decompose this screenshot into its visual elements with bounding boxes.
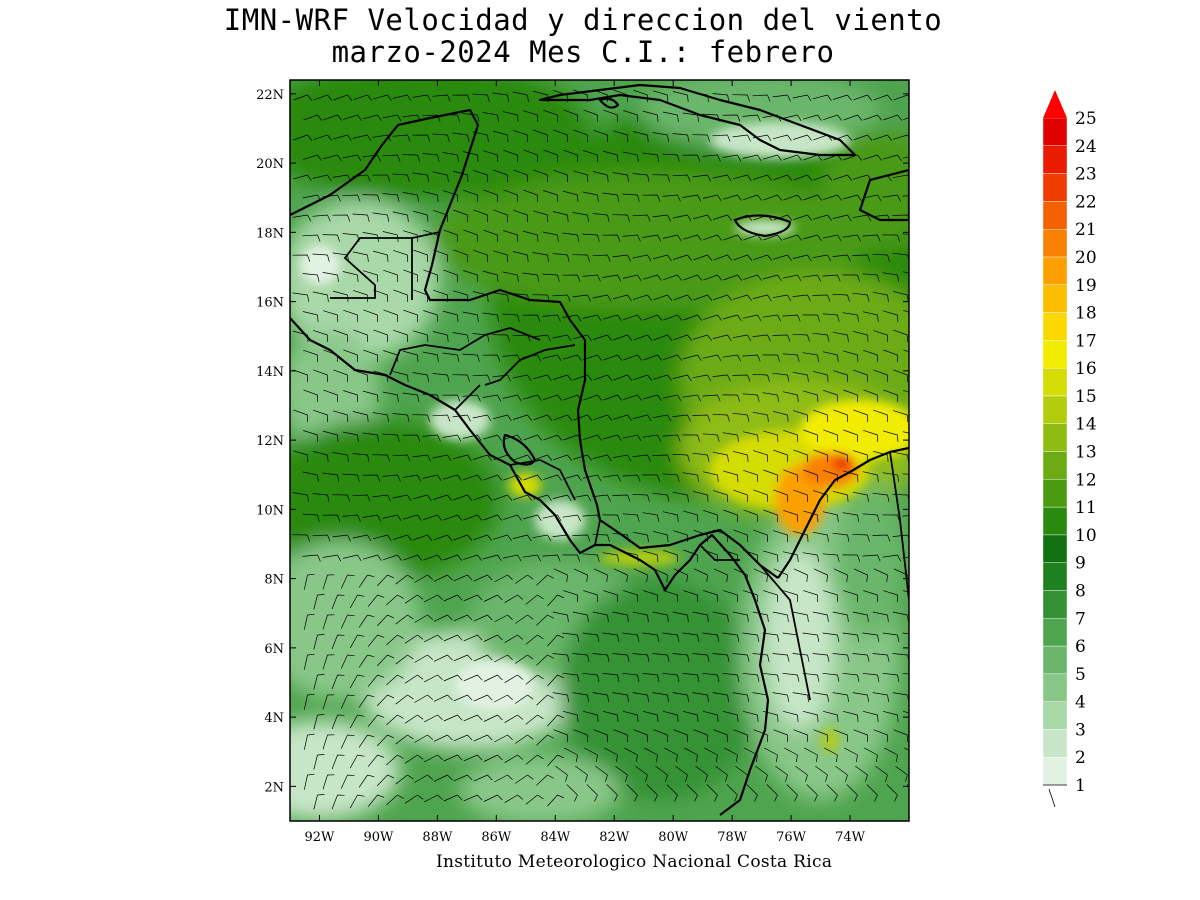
- colorbar-swatch: [1042, 423, 1068, 452]
- colorbar-label: 3: [1075, 720, 1086, 740]
- lon-tick-label: 92W: [305, 830, 336, 845]
- lon-tick-label: 86W: [481, 830, 512, 845]
- colorbar-label: 20: [1075, 248, 1097, 268]
- country-borders: [330, 231, 909, 701]
- colorbar-swatch: [1042, 506, 1068, 536]
- lat-tick-label: 12N: [256, 434, 284, 449]
- colorbar-label: 11: [1075, 498, 1097, 518]
- colorbar-label: 17: [1075, 331, 1097, 351]
- colorbar-label: 23: [1075, 165, 1097, 185]
- lon-tick-label: 88W: [422, 830, 453, 845]
- colorbar-label: 8: [1075, 581, 1086, 601]
- colorbar-swatch: [1042, 701, 1068, 730]
- lat-tick-label: 10N: [256, 503, 284, 518]
- credit-text: Instituto Meteorologico Nacional Costa R…: [436, 852, 833, 872]
- lon-tick-label: 74W: [835, 830, 866, 845]
- colorbar-label: 5: [1075, 665, 1086, 685]
- colorbar-label: 13: [1075, 443, 1097, 463]
- colorbar-swatch: [1042, 145, 1068, 174]
- colorbar-swatch: [1042, 340, 1068, 369]
- colorbar-label: 9: [1075, 554, 1086, 574]
- lon-tick-label: 82W: [599, 830, 630, 845]
- colorbar-swatch: [1042, 367, 1068, 397]
- colorbar-label: 4: [1075, 693, 1086, 713]
- colorbar-label: 25: [1075, 109, 1097, 129]
- colorbar-swatch: [1042, 590, 1068, 619]
- lon-tick-label: 90W: [363, 830, 394, 845]
- colorbar-over-arrow: [1043, 90, 1067, 118]
- colorbar-label: 21: [1075, 220, 1097, 240]
- colorbar-swatch: [1042, 757, 1068, 786]
- colorbar-swatch: [1042, 395, 1068, 424]
- map-title: IMN-WRF Velocidad y direccion del viento: [223, 3, 943, 37]
- colorbar-label: 10: [1075, 526, 1097, 546]
- colorbar-label: 22: [1075, 192, 1097, 212]
- colorbar-swatch: [1042, 645, 1068, 675]
- lat-tick-label: 16N: [256, 296, 284, 311]
- wind-barbs: [292, 89, 909, 810]
- colorbar-swatch: [1042, 729, 1068, 758]
- colorbar-swatch: [1042, 256, 1068, 285]
- colorbar-label: 16: [1075, 359, 1097, 379]
- lat-tick-label: 8N: [264, 573, 284, 588]
- colorbar-label: 2: [1075, 748, 1086, 768]
- lat-tick-label: 4N: [264, 711, 284, 726]
- lon-tick-label: 78W: [717, 830, 748, 845]
- colorbar-label: 19: [1075, 276, 1097, 296]
- colorbar-label: 12: [1075, 470, 1097, 490]
- colorbar-swatch: [1042, 618, 1068, 647]
- coastlines: [290, 83, 909, 816]
- colorbar-label: 14: [1075, 415, 1097, 435]
- colorbar-label: 6: [1075, 637, 1086, 657]
- lat-tick-label: 22N: [256, 88, 284, 103]
- wind-speed-field: [290, 80, 909, 821]
- colorbar-swatch: [1042, 479, 1068, 508]
- lon-tick-label: 76W: [776, 830, 807, 845]
- colorbar-swatch: [1042, 451, 1068, 480]
- colorbar: 1234567891011121314151617181920212223242…: [1042, 90, 1097, 808]
- lat-tick-label: 18N: [256, 226, 284, 241]
- colorbar-swatch: [1042, 673, 1068, 702]
- colorbar-swatch: [1042, 284, 1068, 313]
- lat-tick-label: 20N: [256, 157, 284, 172]
- colorbar-swatch: [1042, 534, 1068, 563]
- lon-tick-label: 80W: [658, 830, 689, 845]
- colorbar-label: 24: [1075, 137, 1097, 157]
- colorbar-label: 1: [1075, 776, 1086, 796]
- colorbar-swatch: [1042, 117, 1068, 146]
- colorbar-swatch: [1042, 228, 1068, 258]
- map-subtitle: marzo-2024 Mes C.I.: febrero: [331, 35, 835, 69]
- colorbar-label: 18: [1075, 304, 1097, 324]
- colorbar-swatch: [1042, 562, 1068, 591]
- colorbar-swatch: [1042, 312, 1068, 341]
- plot-frame: [289, 79, 910, 822]
- colorbar-swatch: [1042, 173, 1068, 202]
- lat-tick-label: 14N: [256, 365, 284, 380]
- colorbar-label: 7: [1075, 609, 1086, 629]
- colorbar-swatch: [1042, 201, 1068, 230]
- lat-tick-label: 6N: [264, 642, 284, 657]
- colorbar-label: 15: [1075, 387, 1097, 407]
- axes: 2N 4N 6N 8N 10N 12N 14N 16N 18N 20N 22N 92W 90W 88W 86…: [256, 80, 909, 845]
- lat-tick-label: 2N: [264, 780, 284, 795]
- lon-tick-label: 84W: [540, 830, 571, 845]
